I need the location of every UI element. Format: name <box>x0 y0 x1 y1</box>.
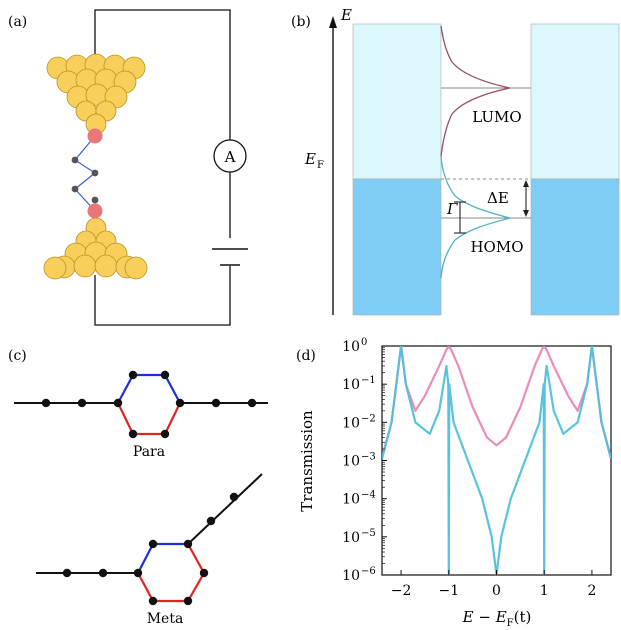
panel-c-label: (c) <box>8 348 27 364</box>
y-tick-exponent: −3 <box>361 452 376 463</box>
plot-frame <box>381 345 612 576</box>
x-axis-label: E − EF(t) <box>462 608 532 629</box>
y-tick-label: 10 <box>342 492 360 508</box>
x-tick-label: −2 <box>391 583 412 599</box>
panel-b: (b) E E F LUMO HOMO <box>291 6 620 316</box>
y-tick-label: 10 <box>342 339 360 355</box>
left-lead-empty <box>352 23 442 180</box>
energy-axis-label: E <box>340 6 352 24</box>
transmission-series-pink <box>382 346 611 458</box>
right-lead-empty <box>530 23 620 180</box>
gamma-width-indicator <box>454 201 466 234</box>
ammeter: A <box>213 139 247 173</box>
x-tick-label: 0 <box>492 583 501 599</box>
y-tick-exponent: −4 <box>361 490 376 501</box>
gamma-label: Γ <box>446 200 458 218</box>
x-axis-ticks: −2 −1 0 1 2 <box>391 570 596 599</box>
y-tick-exponent: −1 <box>361 375 376 386</box>
transmission-curves <box>382 346 611 575</box>
panel-a: (a) A <box>8 9 248 326</box>
x-tick-label: 2 <box>587 583 596 599</box>
y-tick-label: 10 <box>342 377 360 393</box>
svg-text:E: E <box>304 150 316 168</box>
energy-axis: E <box>329 6 352 315</box>
y-tick-exponent: −5 <box>361 528 376 539</box>
svg-text:F: F <box>317 160 324 171</box>
y-tick-exponent: 0 <box>361 337 367 348</box>
panel-d-label: (d) <box>296 348 316 364</box>
y-tick-exponent: −2 <box>361 413 376 424</box>
homo-label: HOMO <box>470 238 523 256</box>
delta-e-indicator <box>523 180 529 217</box>
y-tick-label: 10 <box>342 415 360 431</box>
para-label: Para <box>133 444 165 460</box>
para-molecule: Para <box>14 370 268 460</box>
meta-label: Meta <box>147 611 184 627</box>
battery-symbol <box>212 248 248 266</box>
y-axis-label: Transmission <box>298 410 316 512</box>
transmission-series-cyan <box>382 346 611 575</box>
bottom-contact-atom <box>87 203 103 219</box>
top-contact-atom <box>87 128 103 144</box>
homo-dos-curve <box>440 155 513 279</box>
ammeter-label: A <box>224 148 236 166</box>
y-tick-label: 10 <box>342 568 360 584</box>
panel-a-label: (a) <box>8 14 27 30</box>
y-tick-exponent: −6 <box>361 566 376 577</box>
x-tick-label: −1 <box>438 583 459 599</box>
top-gold-electrode <box>46 53 146 135</box>
x-tick-label: 1 <box>540 583 549 599</box>
molecular-chain <box>71 128 103 219</box>
delta-e-label: ΔE <box>487 189 509 207</box>
y-tick-label: 10 <box>342 530 360 546</box>
y-tick-label: 10 <box>342 454 360 470</box>
lumo-dos-curve <box>440 25 511 157</box>
panel-b-label: (b) <box>291 14 311 30</box>
meta-molecule: Meta <box>36 473 263 627</box>
fermi-level-label: E F <box>304 150 324 171</box>
circuit-wires <box>94 9 231 326</box>
lumo-label: LUMO <box>472 108 521 126</box>
panel-c: (c) Para <box>8 348 268 627</box>
right-lead-filled <box>530 178 620 316</box>
left-lead-filled <box>352 178 442 316</box>
bottom-gold-electrode <box>43 217 148 280</box>
